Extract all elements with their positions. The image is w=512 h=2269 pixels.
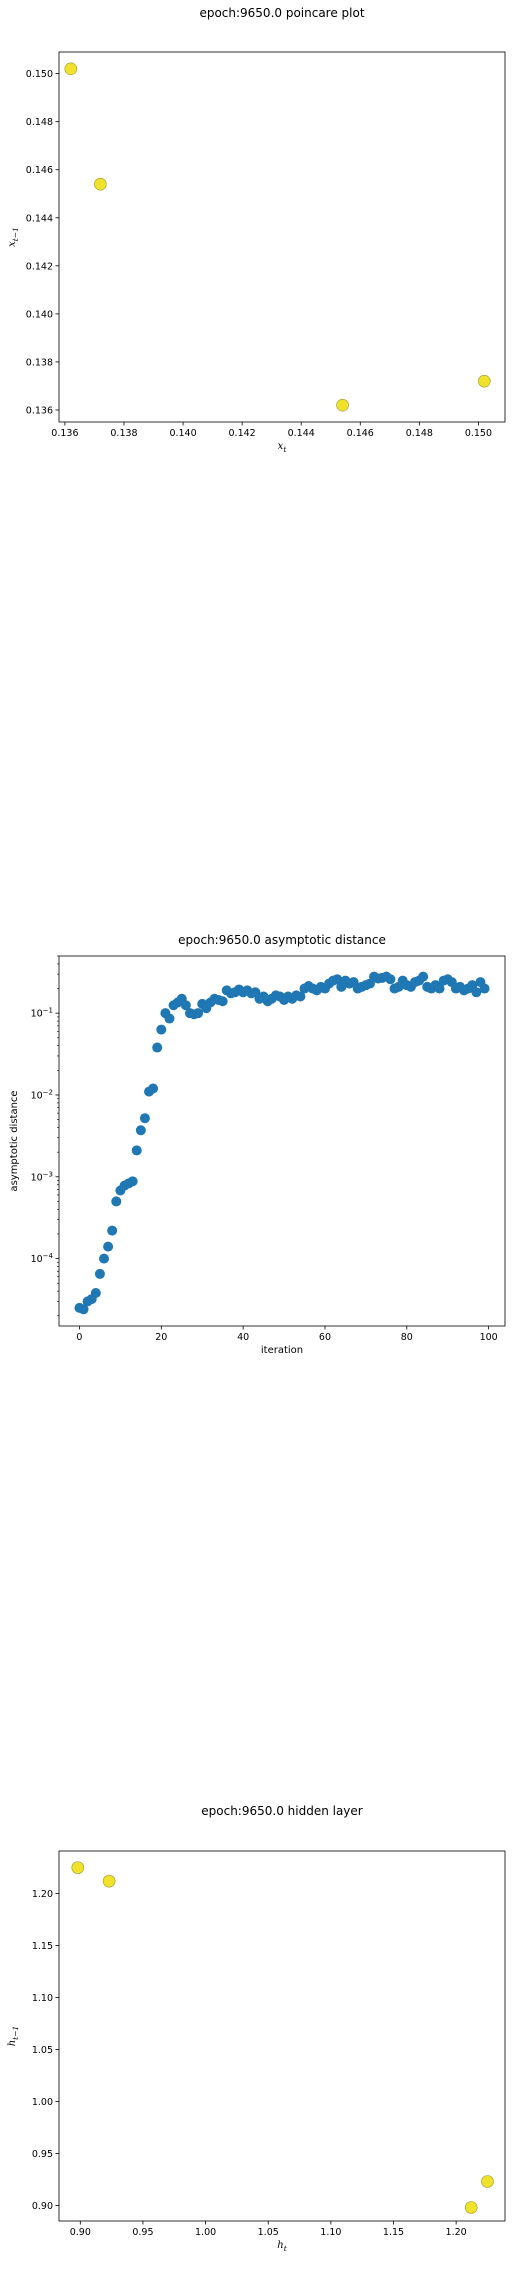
data-point	[71, 1861, 85, 1874]
data-point	[385, 974, 396, 985]
data-point	[99, 1253, 110, 1264]
y-tick-label: 1.10	[32, 1993, 53, 2004]
data-point	[193, 1008, 204, 1019]
x-tick-label: 0.90	[70, 2227, 91, 2238]
x-tick-label: 0.144	[288, 428, 315, 439]
chart-title: epoch:9650.0 asymptotic distance	[178, 933, 386, 947]
data-point	[78, 1304, 89, 1315]
y-tick-label: 0.95	[32, 2149, 53, 2160]
y-tick-label: 10−4	[31, 1252, 54, 1265]
y-tick-label: 1.15	[32, 1941, 53, 1952]
data-point	[103, 1241, 114, 1252]
x-axis-label: xt	[278, 441, 288, 454]
x-axis-label: ht	[277, 2240, 287, 2253]
y-axis-label: asymptotic distance	[9, 1090, 20, 1191]
x-tick-label: 0	[76, 1332, 82, 1343]
data-point	[107, 1225, 118, 1236]
data-point	[295, 991, 306, 1002]
chart-panel-3: epoch:9650.0 hidden layer 0.90 0.95 1.00 1.0…	[7, 1804, 506, 2253]
y-tick-label: 0.136	[26, 405, 53, 416]
x-tick-label: 0.148	[406, 428, 433, 439]
data-point	[418, 971, 429, 982]
data-point	[64, 62, 78, 76]
y-tick-label: 1.05	[32, 2045, 53, 2056]
x-tick-label: 0.146	[347, 428, 374, 439]
data-point	[94, 177, 107, 191]
data-point	[336, 398, 349, 412]
chart-panel-2: epoch:9650.0 asymptotic distance 0 20 40 60 8…	[9, 933, 506, 1356]
data-point	[479, 983, 490, 994]
x-tick-label: 1.00	[195, 2227, 216, 2238]
x-tick-label: 80	[401, 1332, 413, 1343]
x-tick-label: 60	[319, 1332, 331, 1343]
y-tick-label: 0.138	[26, 357, 53, 368]
data-point	[156, 1024, 167, 1035]
x-tick-label: 100	[480, 1332, 498, 1343]
data-point	[139, 1113, 150, 1124]
data-point	[148, 1083, 159, 1094]
data-point	[102, 1874, 116, 1888]
y-tick-label: 1.00	[32, 2097, 53, 2108]
y-tick-label: 0.150	[26, 69, 53, 80]
chart-title: epoch:9650.0 hidden layer	[201, 1804, 363, 1818]
x-tick-label: 0.95	[132, 2227, 153, 2238]
data-point	[127, 1176, 138, 1187]
x-tick-label: 1.15	[383, 2227, 404, 2238]
x-tick-label: 20	[155, 1332, 167, 1343]
data-point	[464, 2201, 478, 2214]
chart-panel-1: epoch:9650.0 poincare plot 0.136 0.138 0.14…	[7, 6, 506, 454]
plot-frame	[58, 955, 506, 1327]
data-point	[94, 1268, 105, 1279]
data-point	[478, 374, 491, 388]
data-point	[332, 974, 343, 985]
y-tick-label: 1.20	[32, 1889, 53, 1900]
x-tick-label: 0.136	[51, 428, 78, 439]
plot-frame	[58, 51, 506, 423]
x-tick-label: 1.20	[446, 2227, 467, 2238]
data-point	[111, 1196, 122, 1207]
y-tick-label: 0.142	[26, 261, 53, 272]
x-axis-label: iteration	[261, 1345, 303, 1356]
y-axis-label: ht−1	[7, 2026, 20, 2047]
y-tick-label: 0.140	[26, 309, 53, 320]
y-axis-label: xt−1	[7, 227, 20, 247]
x-tick-label: 0.140	[169, 428, 196, 439]
y-tick-label: 0.90	[32, 2201, 53, 2212]
y-tick-label: 0.144	[26, 213, 53, 224]
plot-frame	[58, 1850, 506, 2222]
data-point	[481, 2175, 494, 2188]
y-tick-label: 0.148	[26, 117, 53, 128]
data-point	[131, 1145, 142, 1156]
data-point	[180, 1000, 191, 1011]
data-point	[434, 983, 445, 994]
x-tick-label: 1.10	[320, 2227, 341, 2238]
chart-title: epoch:9650.0 poincare plot	[199, 6, 364, 20]
data-point	[90, 1287, 101, 1298]
data-point	[152, 1042, 163, 1053]
x-tick-label: 0.150	[465, 428, 492, 439]
x-tick-label: 40	[237, 1332, 249, 1343]
data-point	[135, 1125, 146, 1136]
x-tick-label: 0.142	[229, 428, 256, 439]
data-point	[217, 996, 228, 1007]
y-tick-label: 10−3	[31, 1170, 53, 1183]
y-tick-label: 10−2	[31, 1088, 53, 1101]
y-tick-label: 10−1	[31, 1007, 53, 1020]
y-tick-label: 0.146	[26, 165, 53, 176]
x-tick-label: 0.138	[110, 428, 137, 439]
data-point	[164, 1013, 175, 1024]
data-point	[471, 987, 482, 998]
x-tick-label: 1.05	[258, 2227, 279, 2238]
